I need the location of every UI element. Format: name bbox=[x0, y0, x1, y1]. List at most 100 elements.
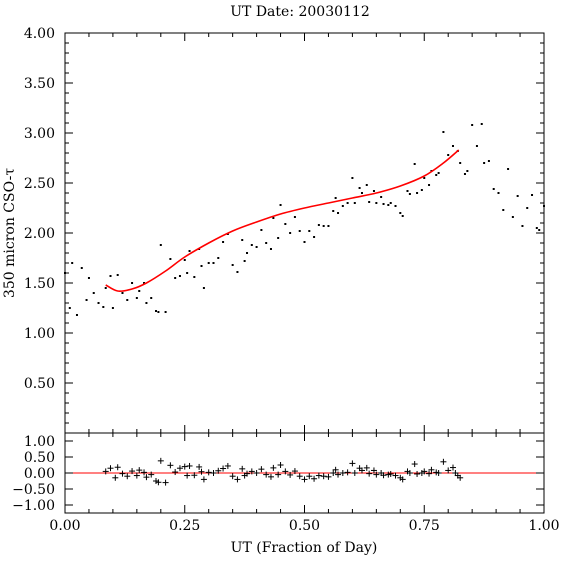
residual-point bbox=[363, 464, 370, 471]
residual-point bbox=[414, 470, 421, 477]
residual-point bbox=[267, 473, 274, 480]
tau-data-point bbox=[255, 246, 258, 248]
tau-data-point bbox=[298, 230, 301, 232]
tau-data-point bbox=[202, 287, 205, 289]
residual-point bbox=[291, 468, 298, 475]
tau-data-point bbox=[212, 262, 215, 264]
tau-data-point bbox=[360, 192, 363, 194]
tau-data-point bbox=[241, 239, 244, 241]
tau-data-point bbox=[516, 195, 519, 197]
tau-data-point bbox=[217, 257, 220, 259]
main-y-tick-label: 3.50 bbox=[24, 76, 55, 92]
tau-data-point bbox=[337, 212, 340, 214]
main-y-axis-title: 350 micron CSO-τ bbox=[2, 168, 18, 298]
tau-data-point bbox=[178, 275, 181, 277]
residual-point bbox=[335, 471, 342, 478]
residual-point bbox=[311, 475, 318, 482]
tau-data-point bbox=[279, 204, 282, 206]
tau-data-point bbox=[389, 202, 392, 204]
residual-point bbox=[351, 470, 358, 476]
tau-data-point bbox=[277, 237, 280, 239]
tau-data-point bbox=[420, 189, 423, 191]
residual-point bbox=[263, 471, 270, 478]
residual-point bbox=[370, 467, 377, 474]
main-y-tick-label: 0.50 bbox=[24, 376, 55, 392]
tau-data-point bbox=[399, 212, 402, 214]
tau-data-point bbox=[80, 267, 83, 269]
residual-point bbox=[445, 467, 452, 474]
residual-point bbox=[181, 463, 188, 470]
residual-point bbox=[102, 468, 109, 475]
residual-point bbox=[124, 473, 131, 480]
tau-data-point bbox=[269, 248, 272, 250]
tau-data-point bbox=[521, 225, 524, 227]
main-plot: 0.50 1.00 1.50 2.00 2.50 3.00 3.50 4.00 350 mic… bbox=[2, 26, 545, 434]
tau-data-point bbox=[145, 302, 148, 304]
residual-point bbox=[380, 472, 387, 479]
main-y-tick-label: 3.00 bbox=[24, 126, 55, 142]
residual-point bbox=[162, 479, 169, 486]
tau-data-point bbox=[104, 287, 107, 289]
residual-y-tick-label: 0.50 bbox=[24, 450, 55, 466]
residual-point bbox=[141, 469, 148, 476]
tau-data-point bbox=[250, 244, 253, 246]
residual-point bbox=[277, 462, 284, 468]
tau-data-point bbox=[138, 290, 141, 292]
tau-data-point bbox=[332, 210, 335, 212]
residual-point bbox=[114, 464, 121, 471]
tau-data-point bbox=[466, 170, 469, 172]
residual-point bbox=[270, 464, 277, 471]
residual-point bbox=[239, 465, 246, 472]
residual-point bbox=[210, 470, 217, 476]
residual-point bbox=[406, 470, 413, 476]
main-plot-frame bbox=[64, 32, 545, 434]
tau-data-point bbox=[507, 168, 510, 170]
tau-data-point bbox=[334, 197, 337, 199]
residual-point bbox=[392, 472, 399, 479]
tau-data-point bbox=[502, 209, 505, 211]
residual-point bbox=[387, 470, 394, 477]
residual-point bbox=[449, 464, 456, 471]
tau-data-point bbox=[236, 271, 239, 273]
residual-point bbox=[148, 471, 155, 478]
tau-data-point bbox=[92, 292, 95, 294]
tau-data-point bbox=[382, 203, 385, 205]
chart-title: UT Date: 20030112 bbox=[230, 4, 370, 20]
tau-data-point bbox=[243, 260, 246, 262]
main-y-tick-label: 1.00 bbox=[24, 326, 55, 342]
tau-data-point bbox=[353, 202, 356, 204]
main-y-tick-label: 2.50 bbox=[24, 176, 55, 192]
main-y-tick-label: 2.00 bbox=[24, 226, 55, 242]
tau-data-point bbox=[423, 177, 426, 179]
tau-data-point bbox=[265, 242, 268, 244]
residual-point bbox=[301, 476, 308, 483]
residual-y-ticks: 1.000.500.00−0.50−1.00 bbox=[12, 434, 544, 514]
residual-point bbox=[253, 470, 260, 476]
residual-point bbox=[136, 467, 143, 474]
residual-point bbox=[296, 473, 303, 480]
tau-data-point bbox=[487, 160, 490, 162]
tau-data-point bbox=[368, 201, 371, 203]
residual-point bbox=[198, 468, 205, 475]
residual-point bbox=[157, 457, 164, 464]
residual-point bbox=[224, 462, 231, 469]
residual-point bbox=[215, 467, 222, 474]
tau-data-point bbox=[169, 258, 172, 260]
tau-data-point bbox=[372, 190, 375, 192]
residual-y-tick-label: 1.00 bbox=[24, 434, 55, 450]
tau-data-point bbox=[451, 145, 454, 147]
tau-data-point bbox=[406, 190, 409, 192]
residual-y-tick-label: 0.00 bbox=[24, 466, 55, 482]
tau-data-point bbox=[351, 177, 354, 179]
residual-point bbox=[184, 472, 191, 479]
residual-point bbox=[306, 473, 313, 480]
residual-point bbox=[332, 466, 339, 473]
residual-point bbox=[112, 474, 119, 481]
residual-point bbox=[457, 474, 464, 481]
residual-point bbox=[167, 462, 174, 469]
tau-data-point bbox=[289, 232, 292, 234]
residual-point bbox=[358, 467, 365, 474]
residual-point bbox=[330, 470, 337, 476]
main-y-ticks: 0.50 1.00 1.50 2.00 2.50 3.00 3.50 4.00 bbox=[24, 26, 544, 424]
